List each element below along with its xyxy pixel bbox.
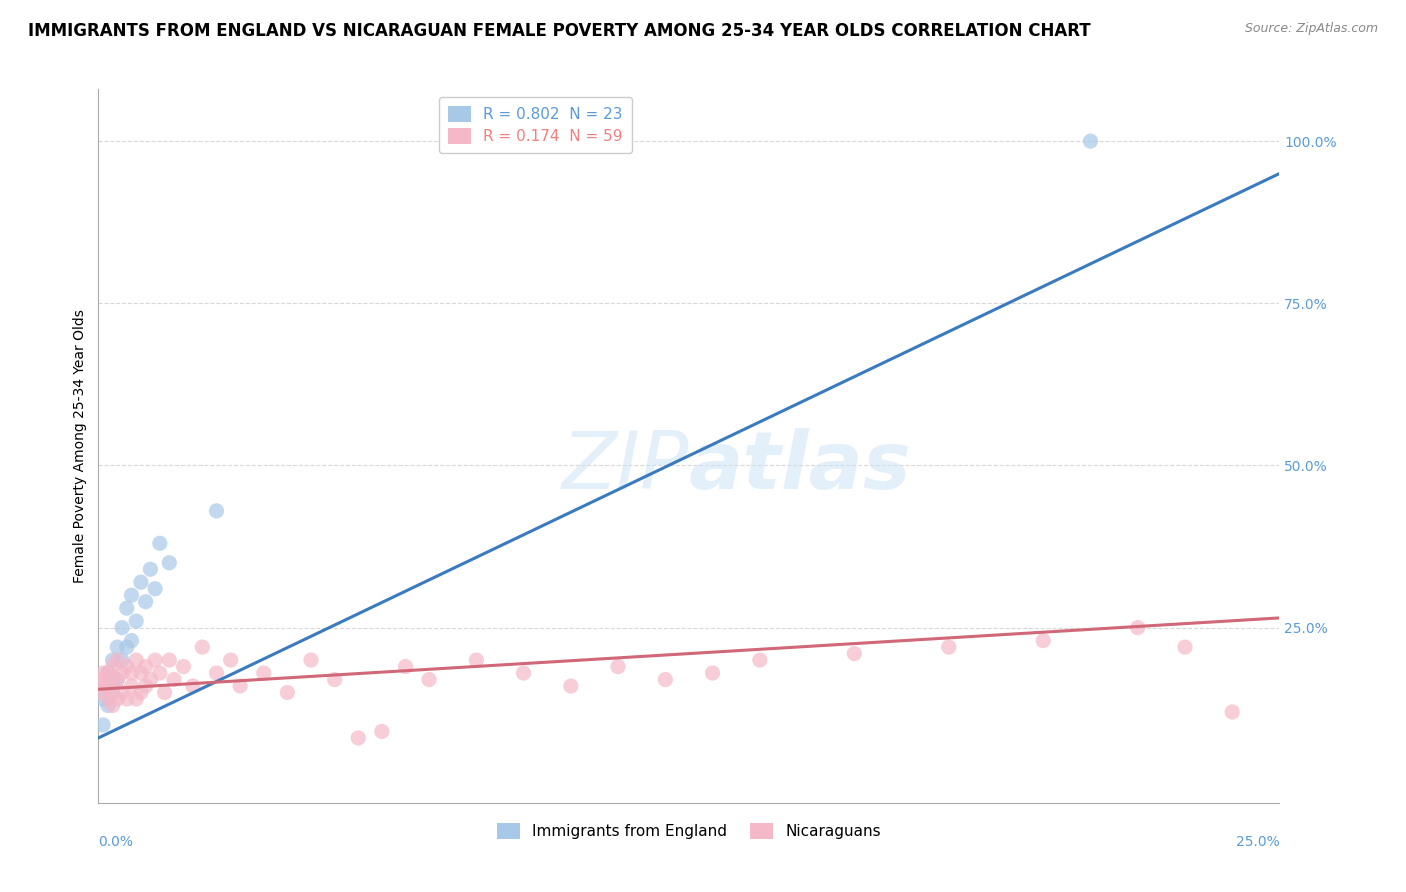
Point xyxy=(323,673,346,687)
Point xyxy=(1080,134,1102,148)
Point xyxy=(91,685,114,699)
Point xyxy=(135,595,157,609)
Point xyxy=(418,673,440,687)
Point xyxy=(560,679,582,693)
Point xyxy=(91,679,114,693)
Point xyxy=(139,562,162,576)
Point xyxy=(121,666,143,681)
Point xyxy=(97,666,120,681)
Point xyxy=(371,724,394,739)
Point xyxy=(163,673,186,687)
Point xyxy=(205,666,228,681)
Point xyxy=(97,692,120,706)
Point xyxy=(465,653,488,667)
Point xyxy=(111,666,134,681)
Point xyxy=(276,685,298,699)
Y-axis label: Female Poverty Among 25-34 Year Olds: Female Poverty Among 25-34 Year Olds xyxy=(73,309,87,583)
Point xyxy=(1174,640,1197,654)
Point xyxy=(149,536,172,550)
Point xyxy=(229,679,252,693)
Point xyxy=(101,685,124,699)
Point xyxy=(253,666,276,681)
Point xyxy=(111,685,134,699)
Point xyxy=(938,640,960,654)
Text: 25.0%: 25.0% xyxy=(1236,835,1279,849)
Point xyxy=(512,666,534,681)
Point xyxy=(129,685,152,699)
Point xyxy=(299,653,322,667)
Point xyxy=(97,679,120,693)
Point xyxy=(125,614,148,628)
Point xyxy=(101,659,124,673)
Point xyxy=(91,718,114,732)
Point xyxy=(91,666,114,681)
Point xyxy=(143,653,166,667)
Point xyxy=(654,673,676,687)
Point xyxy=(135,679,157,693)
Point xyxy=(105,692,128,706)
Point xyxy=(101,698,124,713)
Point xyxy=(157,556,180,570)
Text: IMMIGRANTS FROM ENGLAND VS NICARAGUAN FEMALE POVERTY AMONG 25-34 YEAR OLDS CORRE: IMMIGRANTS FROM ENGLAND VS NICARAGUAN FE… xyxy=(28,22,1091,40)
Point xyxy=(105,640,128,654)
Text: 0.0%: 0.0% xyxy=(98,835,134,849)
Point xyxy=(125,692,148,706)
Point xyxy=(115,692,138,706)
Point xyxy=(181,679,204,693)
Point xyxy=(153,685,176,699)
Point xyxy=(105,673,128,687)
Point xyxy=(748,653,770,667)
Point xyxy=(135,659,157,673)
Point xyxy=(172,659,194,673)
Point xyxy=(115,601,138,615)
Point xyxy=(191,640,214,654)
Point xyxy=(101,679,124,693)
Point xyxy=(1220,705,1243,719)
Text: Source: ZipAtlas.com: Source: ZipAtlas.com xyxy=(1244,22,1378,36)
Point xyxy=(97,698,120,713)
Point xyxy=(129,666,152,681)
Point xyxy=(101,673,124,687)
Point xyxy=(105,653,128,667)
Point xyxy=(111,653,134,667)
Point xyxy=(394,659,416,673)
Point xyxy=(143,582,166,596)
Point xyxy=(105,673,128,687)
Point xyxy=(607,659,630,673)
Point xyxy=(702,666,724,681)
Point xyxy=(347,731,370,745)
Point xyxy=(115,640,138,654)
Point xyxy=(115,659,138,673)
Point xyxy=(97,666,120,681)
Point xyxy=(844,647,866,661)
Point xyxy=(121,588,143,602)
Point xyxy=(125,653,148,667)
Point xyxy=(121,679,143,693)
Point xyxy=(1126,621,1149,635)
Point xyxy=(219,653,242,667)
Point xyxy=(121,633,143,648)
Point xyxy=(129,575,152,590)
Point xyxy=(205,504,228,518)
Text: ZIP: ZIP xyxy=(561,428,689,507)
Point xyxy=(149,666,172,681)
Point xyxy=(157,653,180,667)
Point xyxy=(91,692,114,706)
Point xyxy=(101,653,124,667)
Point xyxy=(1032,633,1054,648)
Point xyxy=(139,673,162,687)
Legend: Immigrants from England, Nicaraguans: Immigrants from England, Nicaraguans xyxy=(491,817,887,845)
Point xyxy=(91,673,114,687)
Text: atlas: atlas xyxy=(689,428,911,507)
Point xyxy=(111,621,134,635)
